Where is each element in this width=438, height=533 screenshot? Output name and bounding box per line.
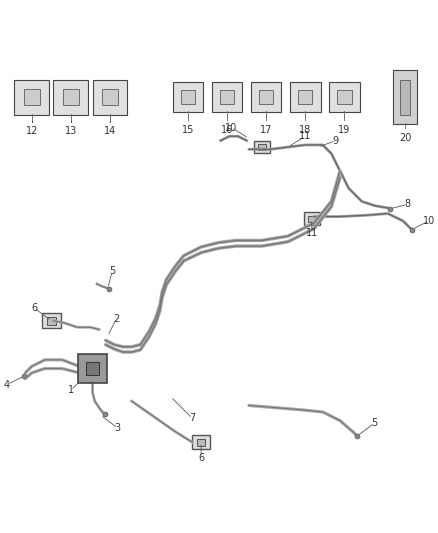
- Text: 7: 7: [189, 414, 195, 423]
- Text: 9: 9: [332, 135, 339, 146]
- Text: 1: 1: [68, 385, 74, 395]
- FancyBboxPatch shape: [254, 141, 270, 154]
- FancyBboxPatch shape: [14, 80, 49, 115]
- FancyBboxPatch shape: [46, 317, 56, 325]
- Text: 5: 5: [109, 266, 115, 276]
- FancyBboxPatch shape: [400, 80, 410, 115]
- Text: 3: 3: [115, 423, 121, 433]
- FancyBboxPatch shape: [24, 89, 40, 106]
- FancyBboxPatch shape: [197, 439, 205, 446]
- FancyBboxPatch shape: [290, 82, 321, 112]
- Text: 16: 16: [221, 125, 233, 135]
- FancyBboxPatch shape: [86, 362, 99, 375]
- FancyBboxPatch shape: [259, 90, 273, 104]
- Text: 10: 10: [226, 123, 238, 133]
- Text: 11: 11: [299, 131, 311, 141]
- Text: 2: 2: [113, 313, 120, 324]
- Text: 12: 12: [25, 126, 38, 136]
- FancyBboxPatch shape: [251, 82, 282, 112]
- Text: 6: 6: [31, 303, 37, 313]
- Text: 18: 18: [299, 125, 311, 135]
- FancyBboxPatch shape: [42, 313, 61, 328]
- Text: 6: 6: [198, 453, 204, 463]
- FancyBboxPatch shape: [212, 82, 242, 112]
- FancyBboxPatch shape: [53, 80, 88, 115]
- FancyBboxPatch shape: [192, 435, 210, 449]
- FancyBboxPatch shape: [63, 89, 79, 106]
- FancyBboxPatch shape: [102, 89, 118, 106]
- Text: 17: 17: [260, 125, 272, 135]
- FancyBboxPatch shape: [258, 144, 266, 150]
- FancyBboxPatch shape: [220, 90, 234, 104]
- Text: 13: 13: [65, 126, 77, 136]
- FancyBboxPatch shape: [304, 213, 320, 225]
- Text: 14: 14: [104, 126, 116, 136]
- FancyBboxPatch shape: [92, 80, 127, 115]
- Text: 8: 8: [404, 199, 410, 209]
- FancyBboxPatch shape: [173, 82, 203, 112]
- FancyBboxPatch shape: [78, 354, 107, 383]
- FancyBboxPatch shape: [298, 90, 312, 104]
- Text: 15: 15: [182, 125, 194, 135]
- Text: 4: 4: [4, 379, 10, 390]
- Text: 5: 5: [372, 418, 378, 428]
- FancyBboxPatch shape: [181, 90, 195, 104]
- Text: 10: 10: [423, 216, 435, 226]
- FancyBboxPatch shape: [337, 90, 352, 104]
- FancyBboxPatch shape: [393, 70, 417, 124]
- Text: 20: 20: [399, 133, 411, 143]
- FancyBboxPatch shape: [308, 216, 316, 222]
- FancyBboxPatch shape: [329, 82, 360, 112]
- Text: 11: 11: [306, 228, 318, 238]
- Text: 19: 19: [338, 125, 350, 135]
